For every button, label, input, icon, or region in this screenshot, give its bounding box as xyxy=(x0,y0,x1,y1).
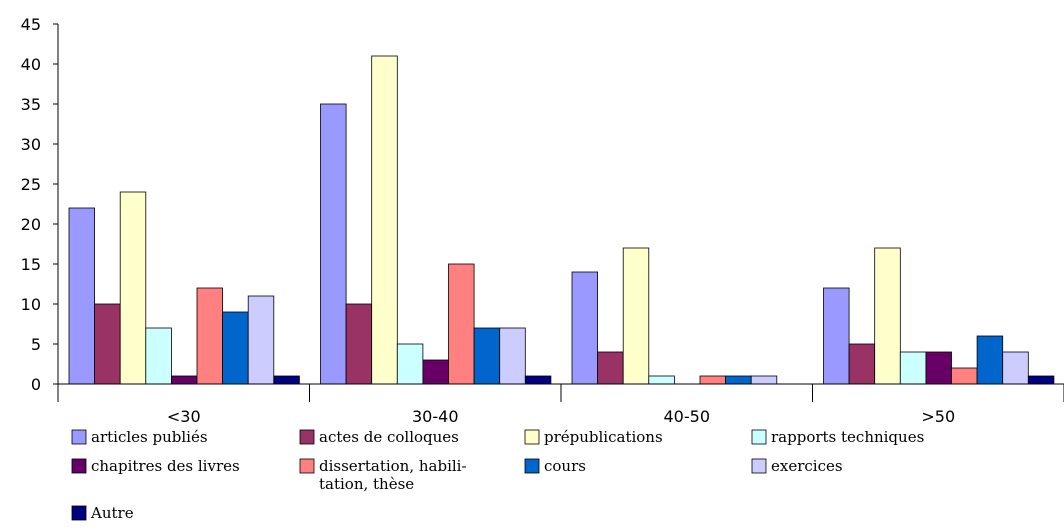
y-tick-label: 20 xyxy=(21,215,41,234)
legend-label: prépublications xyxy=(544,428,663,446)
y-tick-label: 10 xyxy=(21,295,41,314)
legend-swatch xyxy=(524,458,540,474)
legend: articles publiés actes de colloques prépub… xyxy=(71,428,924,522)
legend-label: chapitres des livres xyxy=(91,457,240,475)
legend-label: rapports techniques xyxy=(771,428,924,446)
legend-swatch xyxy=(299,429,315,445)
y-tick-label: 15 xyxy=(21,255,41,274)
x-tick-label: >50 xyxy=(921,407,955,426)
bars xyxy=(68,55,1055,385)
bar xyxy=(94,303,121,385)
y-tick-label: 5 xyxy=(31,335,41,354)
bar xyxy=(750,375,778,385)
legend-swatch xyxy=(751,458,767,474)
bar xyxy=(499,327,526,385)
legend-swatch xyxy=(751,429,767,445)
bar xyxy=(273,375,300,385)
y-tick-label: 0 xyxy=(31,375,41,394)
bar xyxy=(68,207,96,385)
bar xyxy=(874,247,901,385)
legend-swatch xyxy=(299,458,315,474)
bar xyxy=(1027,375,1055,385)
bar xyxy=(725,375,752,385)
bar xyxy=(524,375,552,385)
bar xyxy=(320,103,347,385)
legend-swatch xyxy=(71,429,87,445)
bar xyxy=(976,335,1004,385)
bar xyxy=(196,287,224,385)
y-tick-label: 35 xyxy=(21,95,41,114)
bar xyxy=(119,191,147,385)
legend-label: actes de colloques xyxy=(319,428,459,446)
bar xyxy=(396,343,424,385)
legend-swatch xyxy=(71,458,87,474)
legend-label: cours xyxy=(544,457,586,475)
legend-label: dissertation, habili-tation, thèse xyxy=(319,457,467,493)
bar xyxy=(371,55,398,385)
bar xyxy=(473,327,501,385)
y-axis: 0 5 10 15 20 25 30 35 40 45 xyxy=(21,15,59,394)
bar xyxy=(571,271,599,385)
x-tick-label: 40-50 xyxy=(664,407,711,426)
legend-swatch xyxy=(71,505,87,521)
bar xyxy=(823,287,850,385)
bar xyxy=(222,311,249,385)
bar xyxy=(951,367,978,385)
bar xyxy=(648,375,675,385)
y-tick-label: 40 xyxy=(21,55,41,74)
bar xyxy=(247,295,275,385)
bar xyxy=(597,351,624,385)
bar xyxy=(622,247,650,385)
x-axis: <30 30-40 40-50 >50 xyxy=(57,383,1064,426)
bar xyxy=(145,327,172,385)
bar xyxy=(345,303,373,385)
bar xyxy=(848,343,876,385)
bar xyxy=(448,263,475,385)
legend-label: articles publiés xyxy=(91,428,208,446)
bar xyxy=(170,375,198,385)
legend-label: exercices xyxy=(771,457,843,475)
y-tick-label: 25 xyxy=(21,175,41,194)
bar xyxy=(1002,351,1029,385)
x-tick-label: 30-40 xyxy=(412,407,459,426)
legend-label: Autre xyxy=(90,504,134,522)
bar xyxy=(925,351,952,385)
bar xyxy=(422,359,449,385)
y-tick-label: 45 xyxy=(21,15,41,34)
legend-swatch xyxy=(524,429,540,445)
bar xyxy=(699,375,727,385)
bar xyxy=(899,351,927,385)
x-tick-label: <30 xyxy=(167,407,201,426)
y-tick-label: 30 xyxy=(21,135,41,154)
